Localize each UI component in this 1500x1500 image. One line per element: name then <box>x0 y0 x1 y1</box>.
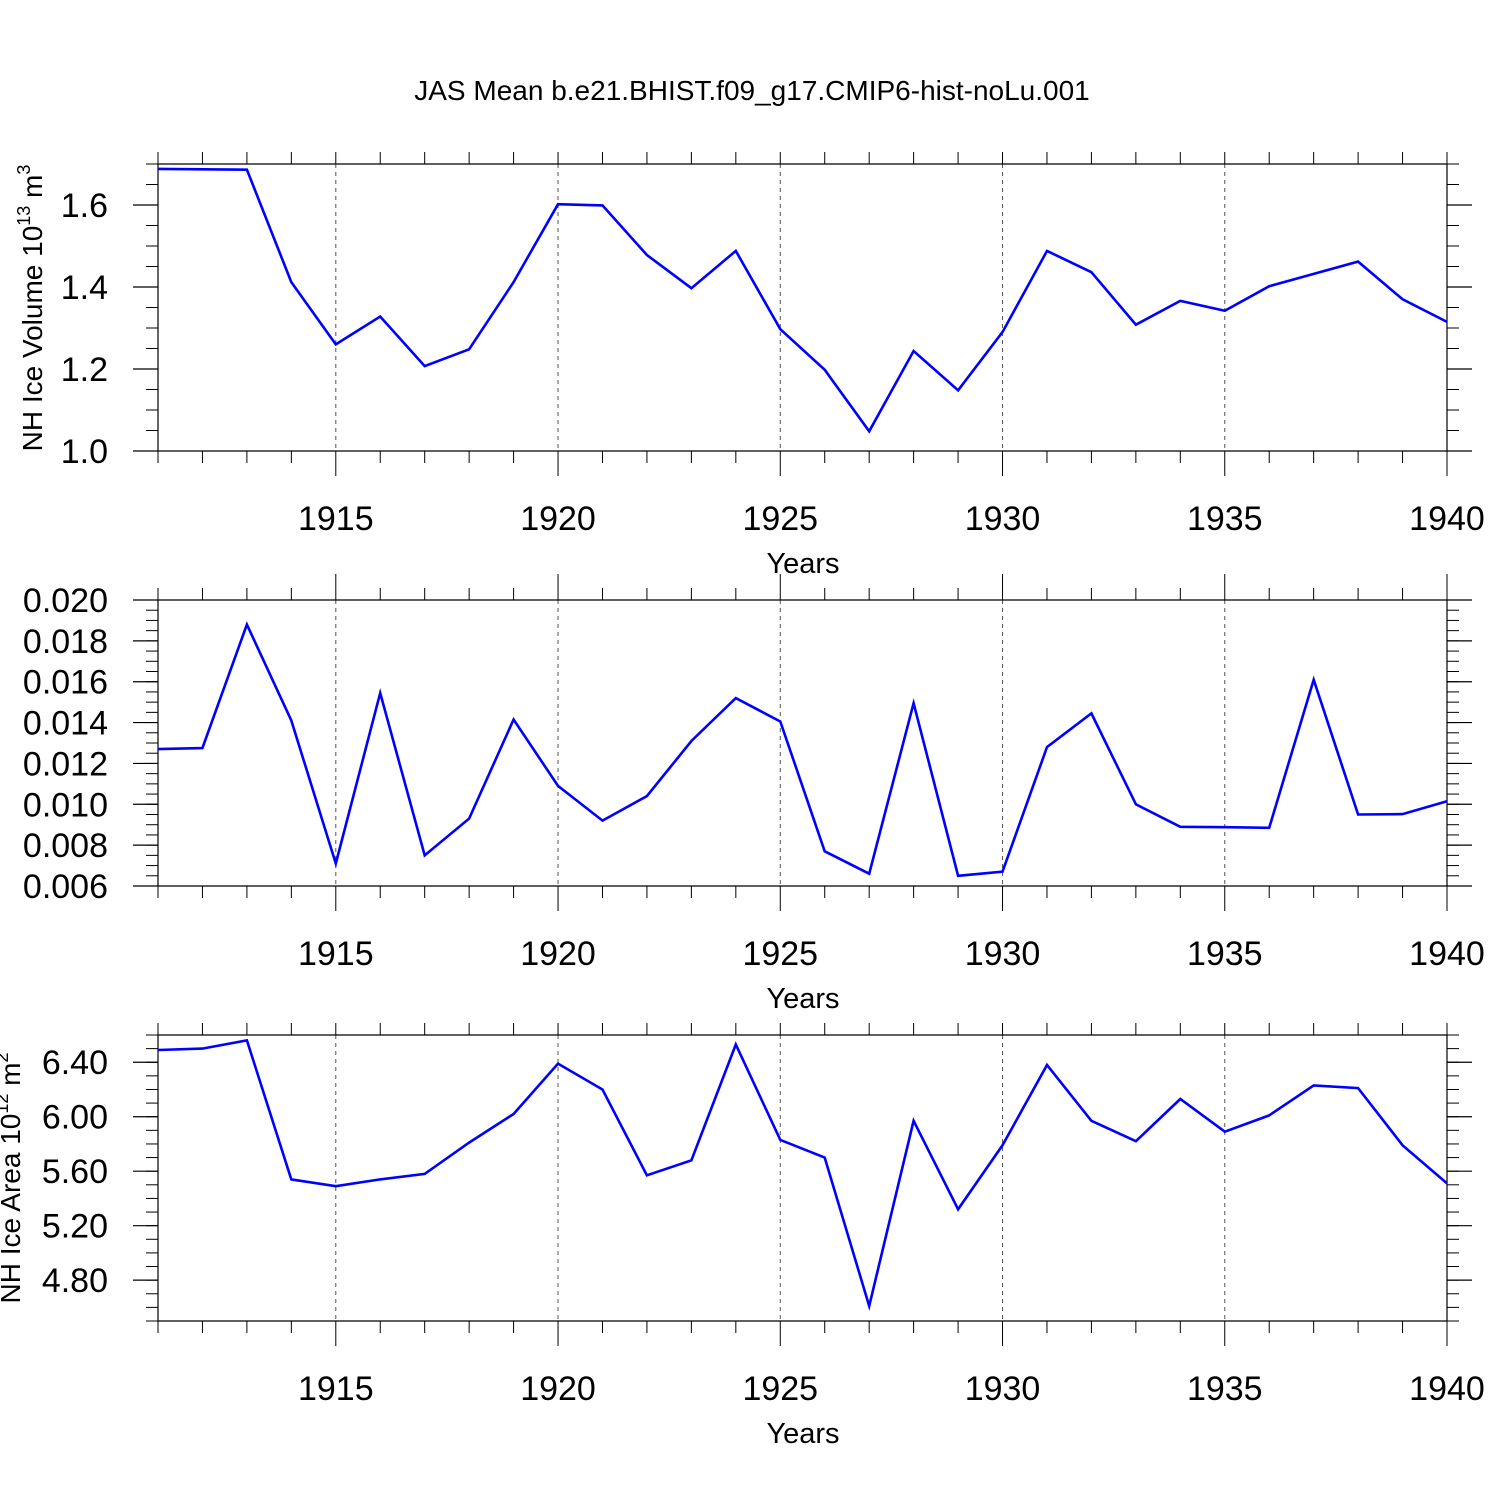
y-label-unit: m <box>17 175 48 206</box>
x-tick-label: 1930 <box>965 1370 1041 1408</box>
x-tick-label: 1925 <box>742 1370 818 1408</box>
y-tick-label: 6.00 <box>42 1099 108 1137</box>
x-axis-label: Years <box>766 983 839 1015</box>
x-tick-label: 1940 <box>1409 1370 1485 1408</box>
series-line <box>157 167 1448 434</box>
y-tick-label: 5.60 <box>42 1153 108 1191</box>
x-tick-label: 1935 <box>1187 935 1263 973</box>
series-line <box>157 621 1448 878</box>
x-tick-label: 1920 <box>520 1370 596 1408</box>
y-axis-label: NH Ice Volume 1013 m3 <box>14 165 48 452</box>
y-label-exponent: 13 <box>14 206 34 226</box>
y-tick-label: 0.008 <box>23 827 108 865</box>
chart-title: JAS Mean b.e21.BHIST.f09_g17.CMIP6-hist-… <box>414 75 1090 106</box>
x-tick-label: 1935 <box>1187 500 1263 538</box>
y-tick-label: 1.6 <box>61 187 108 225</box>
x-tick-label: 1925 <box>742 500 818 538</box>
y-tick-label: 4.80 <box>42 1262 108 1300</box>
y-label-unit: m <box>0 1063 26 1094</box>
y-tick-label: 6.40 <box>42 1044 108 1082</box>
chart-panel-3: 4.80 5.20 5.60 6.00 6.40 1915 1920 1925 1930 1935… <box>0 1023 1485 1450</box>
y-axis-label: NH Ice Area 1012 m2 <box>0 1052 26 1303</box>
x-tick-label: 1920 <box>520 935 596 973</box>
x-tick-label: 1935 <box>1187 1370 1263 1408</box>
x-tick-label: 1915 <box>298 935 374 973</box>
y-tick-label: 1.4 <box>61 269 108 307</box>
x-tick-label: 1925 <box>742 935 818 973</box>
y-tick-label: 0.016 <box>23 664 108 702</box>
y-label-unit-exponent: 3 <box>14 165 34 175</box>
y-tick-label: 0.010 <box>23 786 108 824</box>
y-tick-label: 0.020 <box>23 582 108 620</box>
y-label-exponent: 12 <box>0 1094 12 1114</box>
x-axis-label: Years <box>766 1418 839 1450</box>
x-tick-label: 1940 <box>1409 935 1485 973</box>
x-axis-label: Years <box>766 548 839 580</box>
x-tick-label: 1920 <box>520 500 596 538</box>
chart-panel-2: 0.0060.0080.0100.0120.0140.0160.0180.020… <box>23 574 1485 1015</box>
x-tick-label: 1930 <box>965 500 1041 538</box>
series-line <box>157 1038 1448 1311</box>
x-tick-label: 1915 <box>298 500 374 538</box>
y-label-main: NH Ice Volume 10 <box>17 226 48 452</box>
y-tick-label: 0.006 <box>23 868 108 906</box>
y-label-unit-exponent: 2 <box>0 1052 12 1062</box>
y-tick-label: 5.20 <box>42 1208 108 1246</box>
y-label-main: NH Ice Area 10 <box>0 1114 26 1304</box>
y-tick-label: 0.014 <box>23 705 108 743</box>
y-tick-label: 1.2 <box>61 351 108 389</box>
y-tick-label: 0.018 <box>23 623 108 661</box>
chart-panel-1: 1.0 1.2 1.4 1.6 1915 1920 1925 1930 1935 1940 Year… <box>14 152 1485 580</box>
x-tick-label: 1915 <box>298 1370 374 1408</box>
x-tick-label: 1930 <box>965 935 1041 973</box>
y-tick-label: 0.012 <box>23 745 108 783</box>
x-tick-label: 1940 <box>1409 500 1485 538</box>
y-tick-label: 1.0 <box>61 433 108 471</box>
